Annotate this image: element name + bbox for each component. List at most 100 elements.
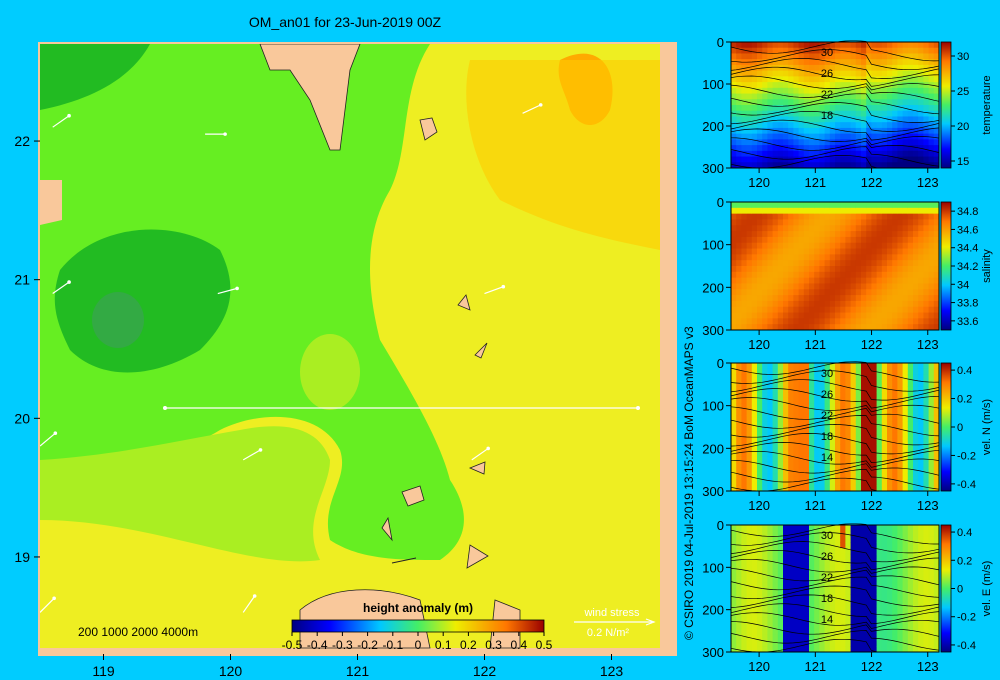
heatmap-cell (819, 600, 826, 607)
heatmap-cell (746, 295, 753, 302)
heatmap-cell (731, 283, 737, 290)
heatmap-cell (835, 133, 841, 140)
section-cbar-tick-label: 0.4 (957, 527, 972, 539)
heatmap-cell (881, 207, 888, 215)
heatmap-cell (741, 576, 748, 584)
heatmap-cell (887, 47, 893, 54)
heatmap-cell (751, 427, 758, 434)
heatmap-cell (788, 156, 794, 163)
heatmap-cell (907, 213, 914, 220)
heatmap-cell (913, 213, 919, 220)
heatmap-cell (751, 312, 758, 319)
heatmap-cell (824, 559, 831, 566)
section-y-tick-label: 0 (717, 35, 724, 50)
heatmap-cell (762, 277, 768, 284)
heatmap-cell (933, 530, 940, 538)
heatmap-cell (850, 479, 857, 486)
heatmap-cell (887, 479, 893, 486)
heatmap-cell (861, 260, 867, 267)
heatmap-cell (923, 415, 930, 422)
heatmap-cell (907, 110, 914, 117)
heatmap-cell (866, 600, 872, 607)
heatmap-cell (824, 600, 831, 607)
heatmap-cell (751, 93, 758, 100)
heatmap-cell (798, 392, 805, 399)
heatmap-cell (824, 82, 831, 89)
heatmap-cell (855, 582, 862, 589)
heatmap-cell (897, 300, 904, 308)
heatmap-cell (751, 536, 758, 543)
heatmap-cell (928, 207, 935, 215)
heatmap-cell (835, 93, 841, 100)
heatmap-cell (762, 600, 768, 607)
wind-vector (522, 103, 543, 114)
heatmap-cell (824, 47, 831, 54)
heatmap-cell (928, 640, 935, 647)
heatmap-cell (809, 162, 815, 169)
heatmap-cell (741, 559, 748, 566)
heatmap-cell (746, 162, 753, 169)
heatmap-cell (871, 225, 878, 232)
heatmap-cell (876, 542, 883, 549)
heatmap-cell (819, 479, 826, 486)
heatmap-cell (788, 162, 794, 169)
heatmap-cell (845, 392, 852, 399)
heatmap-cell (907, 116, 914, 123)
heatmap-cell (767, 42, 774, 49)
heatmap-cell (897, 213, 904, 220)
heatmap-cell (783, 127, 789, 135)
heatmap-cell (736, 105, 742, 112)
heatmap-cell (871, 248, 878, 255)
heatmap-cell (824, 403, 831, 411)
heatmap-cell (741, 438, 748, 445)
heatmap-cell (772, 133, 779, 140)
heatmap-cell (850, 374, 857, 381)
heatmap-cell (871, 553, 878, 561)
heatmap-cell (840, 386, 846, 393)
heatmap-cell (814, 438, 820, 445)
heatmap-cell (855, 479, 862, 486)
heatmap-cell (850, 553, 857, 561)
heatmap-cell (881, 105, 888, 112)
heatmap-cell (928, 110, 935, 117)
heatmap-cell (788, 565, 794, 572)
heatmap-cell (777, 231, 784, 238)
heatmap-cell (923, 634, 930, 641)
heatmap-cell (881, 248, 888, 255)
heatmap-cell (913, 145, 919, 152)
heatmap-cell (736, 548, 742, 555)
heatmap-cell (845, 82, 852, 89)
heatmap-cell (918, 432, 924, 440)
heatmap-cell (933, 368, 940, 376)
heatmap-cell (788, 461, 794, 469)
heatmap-cell (892, 444, 898, 451)
heatmap-cell (855, 231, 862, 238)
heatmap-cell (767, 150, 774, 158)
heatmap-cell (783, 42, 789, 49)
heatmap-cell (871, 415, 878, 422)
heatmap-cell (777, 450, 784, 457)
heatmap-cell (933, 444, 940, 451)
heatmap-cell (850, 392, 857, 399)
heatmap-cell (913, 122, 919, 129)
heatmap-cell (933, 99, 940, 106)
heatmap-cell (746, 605, 753, 613)
heatmap-cell (892, 368, 898, 376)
section-colorbar (940, 524, 952, 653)
heatmap-cell (798, 588, 805, 595)
heatmap-cell (772, 47, 779, 54)
heatmap-cell (918, 450, 924, 457)
heatmap-cell (835, 548, 841, 555)
heatmap-cell (918, 295, 924, 302)
heatmap-cell (767, 82, 774, 89)
contour-label: 18 (821, 110, 833, 122)
heatmap-cell (767, 213, 774, 220)
heatmap-cell (741, 617, 748, 624)
heatmap-cell (928, 530, 935, 538)
heatmap-cell (876, 105, 883, 112)
section-cbar-tick-label: 15 (957, 156, 969, 168)
heatmap-cell (819, 617, 826, 624)
heatmap-cell (840, 105, 846, 112)
heatmap-cell (788, 473, 794, 480)
heatmap-cell (731, 145, 737, 152)
